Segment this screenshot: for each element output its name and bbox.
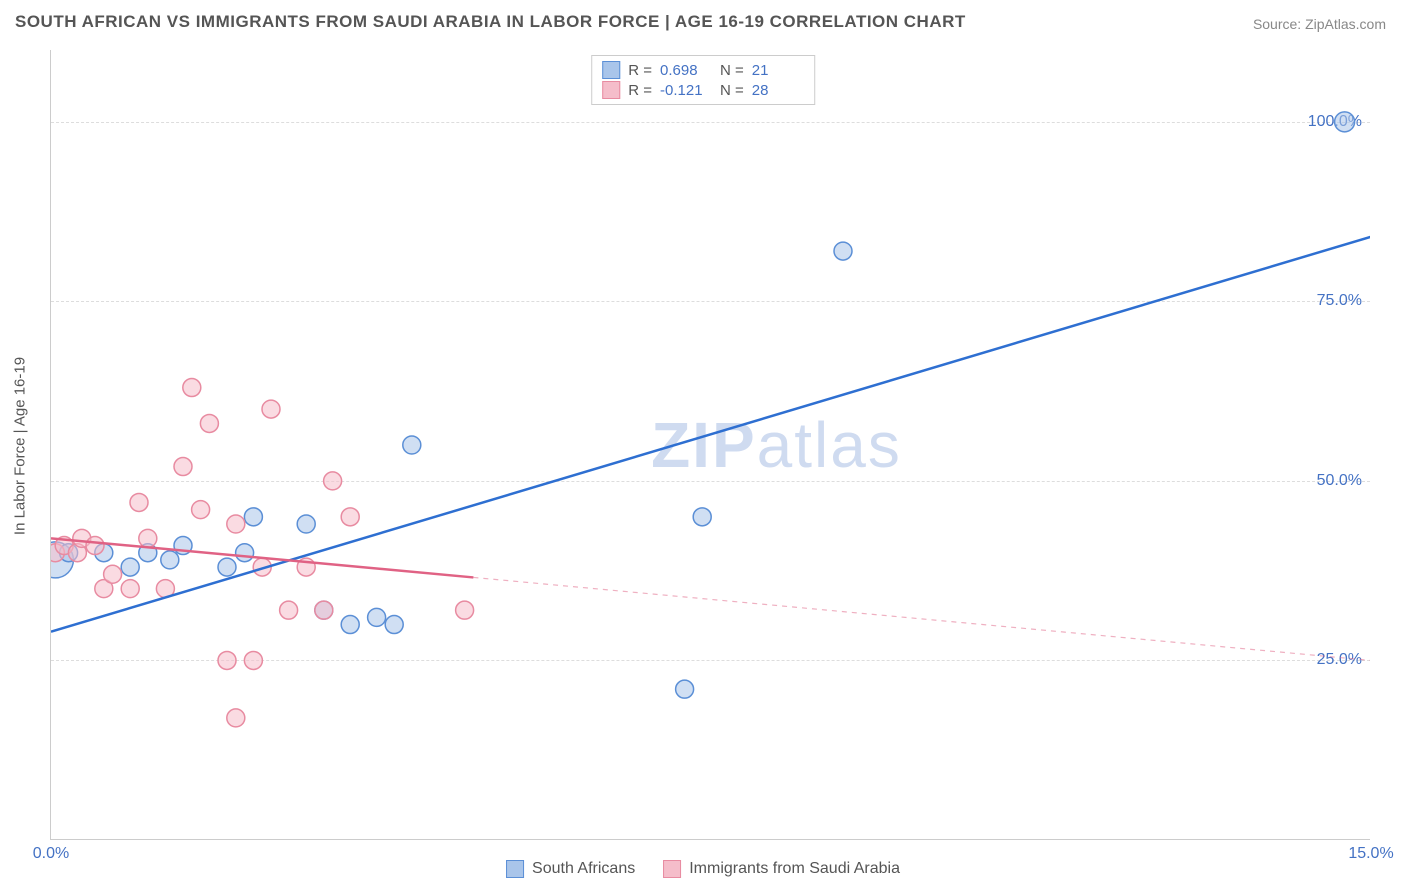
trend-line: [51, 237, 1370, 632]
data-point: [121, 580, 139, 598]
data-point: [456, 601, 474, 619]
data-point: [161, 551, 179, 569]
data-point: [121, 558, 139, 576]
legend-correlation: R = 0.698 N = 21 R = -0.121 N = 28: [591, 55, 815, 105]
x-tick-label: 15.0%: [1348, 845, 1393, 863]
data-point: [280, 601, 298, 619]
data-point: [244, 651, 262, 669]
data-point: [192, 501, 210, 519]
n-label: N =: [720, 82, 744, 99]
legend-correlation-row: R = -0.121 N = 28: [602, 80, 804, 100]
chart-title: SOUTH AFRICAN VS IMMIGRANTS FROM SAUDI A…: [15, 12, 966, 32]
legend-series-label: South Africans: [532, 860, 635, 878]
n-label: N =: [720, 62, 744, 79]
data-point: [183, 379, 201, 397]
data-point: [200, 414, 218, 432]
trend-line-extrapolated: [473, 577, 1370, 660]
legend-swatch: [663, 860, 681, 878]
r-value: -0.121: [660, 82, 712, 99]
n-value: 21: [752, 62, 804, 79]
data-point: [297, 515, 315, 533]
data-point: [341, 508, 359, 526]
data-point: [693, 508, 711, 526]
data-point: [834, 242, 852, 260]
data-point: [315, 601, 333, 619]
x-tick-label: 0.0%: [33, 845, 69, 863]
legend-series-label: Immigrants from Saudi Arabia: [689, 860, 900, 878]
data-point: [262, 400, 280, 418]
y-axis-label: In Labor Force | Age 16-19: [12, 357, 29, 535]
legend-series: South Africans Immigrants from Saudi Arab…: [506, 860, 900, 878]
data-point: [227, 515, 245, 533]
data-point: [130, 493, 148, 511]
legend-swatch: [602, 61, 620, 79]
data-point: [218, 651, 236, 669]
data-point: [104, 565, 122, 583]
r-value: 0.698: [660, 62, 712, 79]
data-point: [139, 529, 157, 547]
chart-container: SOUTH AFRICAN VS IMMIGRANTS FROM SAUDI A…: [0, 0, 1406, 892]
data-point: [236, 544, 254, 562]
data-point: [676, 680, 694, 698]
data-point: [174, 458, 192, 476]
data-point: [403, 436, 421, 454]
legend-correlation-row: R = 0.698 N = 21: [602, 60, 804, 80]
legend-swatch: [602, 81, 620, 99]
data-point: [324, 472, 342, 490]
source-label: Source: ZipAtlas.com: [1253, 16, 1386, 32]
plot-area: ZIPatlas 25.0%50.0%75.0%100.0% 0.0%15.0%: [50, 50, 1370, 840]
legend-series-item: Immigrants from Saudi Arabia: [663, 860, 900, 878]
r-label: R =: [628, 62, 652, 79]
n-value: 28: [752, 82, 804, 99]
data-point: [368, 608, 386, 626]
legend-series-item: South Africans: [506, 860, 635, 878]
data-point: [244, 508, 262, 526]
legend-swatch: [506, 860, 524, 878]
data-point: [341, 616, 359, 634]
data-point: [385, 616, 403, 634]
r-label: R =: [628, 82, 652, 99]
data-point: [1335, 112, 1355, 132]
data-point: [218, 558, 236, 576]
chart-svg: [51, 50, 1370, 839]
data-point: [227, 709, 245, 727]
data-point: [86, 537, 104, 555]
